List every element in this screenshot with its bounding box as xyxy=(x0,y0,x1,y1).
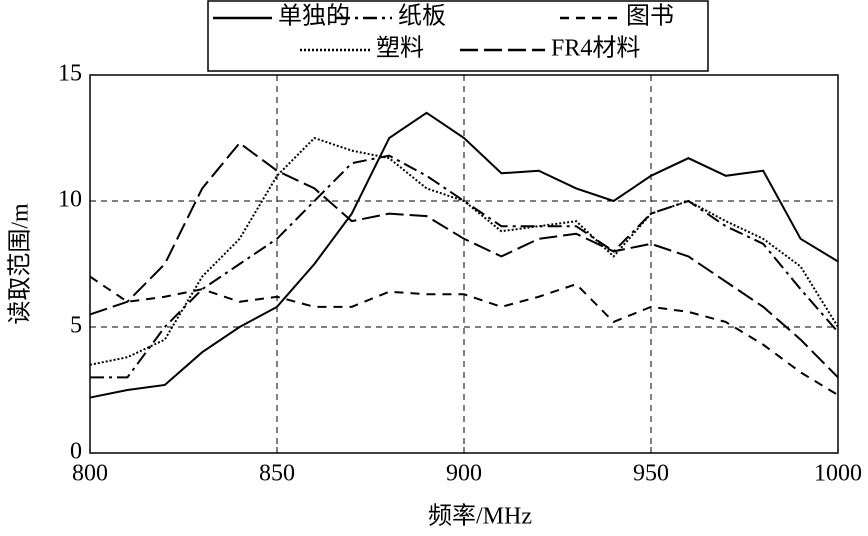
series-line xyxy=(90,154,839,379)
legend-label: 图书 xyxy=(626,3,674,30)
series-line xyxy=(89,111,839,399)
series-line xyxy=(89,141,839,379)
legend-box xyxy=(207,0,709,72)
y-axis-label: 读取范围/m xyxy=(7,203,34,325)
x-tick-label: 950 xyxy=(633,461,669,487)
y-tick-label: 10 xyxy=(58,187,82,213)
x-tick-label: 900 xyxy=(446,461,482,487)
x-tick-label: 1000 xyxy=(814,461,862,487)
legend-label: FR4材料 xyxy=(551,35,640,62)
legend-label: 纸板 xyxy=(398,3,446,30)
y-tick-label: 15 xyxy=(58,61,82,87)
series-line xyxy=(89,275,839,396)
y-tick-label: 5 xyxy=(70,313,82,339)
x-axis-label: 频率/MHz xyxy=(428,503,532,530)
legend-label: 单独的 xyxy=(278,3,350,30)
x-tick-label: 850 xyxy=(259,461,295,487)
legend-label: 塑料 xyxy=(376,35,424,62)
y-tick-label: 0 xyxy=(70,439,82,465)
series-line xyxy=(89,136,839,366)
x-tick-label: 800 xyxy=(72,461,108,487)
